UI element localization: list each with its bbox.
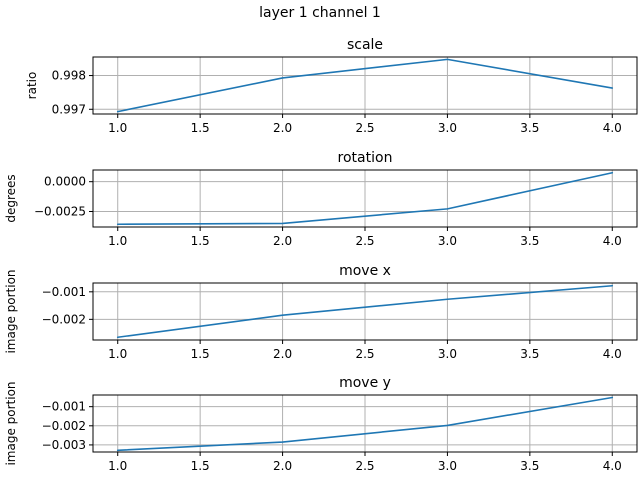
- rotation-y-tick-label-1: 0.0000: [44, 175, 86, 189]
- rotation-title: rotation: [338, 150, 393, 166]
- move-y-y-tick-label-2: −0.001: [42, 400, 86, 414]
- move-y-title: move y: [339, 375, 391, 391]
- rotation-x-tick-label-1: 1.5: [191, 234, 210, 248]
- move-y-x-tick-label-2: 2.0: [273, 459, 292, 473]
- rotation-y-tick-label-0: −0.0025: [34, 204, 86, 218]
- move-y-x-tick-label-0: 1.0: [108, 459, 127, 473]
- figure-suptitle: layer 1 channel 1: [259, 5, 381, 21]
- move-y-x-tick-label-3: 2.5: [355, 459, 374, 473]
- subplot-scale: 1.0 1.5 2.0 2.5 3.0 3.5 4.0 0.997 0.998 scale rati…: [25, 37, 638, 135]
- scale-title: scale: [347, 37, 383, 53]
- move-x-y-tick-label-1: −0.001: [42, 285, 86, 299]
- move-x-x-tick-label-5: 3.5: [520, 347, 539, 361]
- move-y-series-line: [116, 396, 614, 452]
- move-x-y-tick-label-0: −0.002: [42, 312, 86, 326]
- move-y-x-tick-label-1: 1.5: [191, 459, 210, 473]
- scale-x-tick-label-3: 2.5: [355, 121, 374, 135]
- move-x-x-tick-label-0: 1.0: [108, 347, 127, 361]
- subplot-move-y: 1.0 1.5 2.0 2.5 3.0 3.5 4.0 −0.003 −0.002 −0.001 m…: [4, 375, 638, 473]
- rotation-y-axis-label: degrees: [4, 174, 18, 222]
- move-x-series-line: [116, 284, 614, 339]
- rotation-x-tick-label-3: 2.5: [355, 234, 374, 248]
- rotation-x-tick-label-2: 2.0: [273, 234, 292, 248]
- move-x-title: move x: [339, 263, 391, 279]
- rotation-x-tick-label-0: 1.0: [108, 234, 127, 248]
- scale-x-tick-label-4: 3.0: [438, 121, 457, 135]
- rotation-series-line: [116, 171, 614, 226]
- subplot-rotation: 1.0 1.5 2.0 2.5 3.0 3.5 4.0 −0.0025 0.0000 rotati…: [4, 150, 638, 248]
- move-x-x-tick-label-3: 2.5: [355, 347, 374, 361]
- move-y-x-tick-label-4: 3.0: [438, 459, 457, 473]
- move-x-x-tick-label-2: 2.0: [273, 347, 292, 361]
- scale-x-tick-label-0: 1.0: [108, 121, 127, 135]
- move-x-y-axis-label: image portion: [4, 269, 18, 353]
- move-y-y-axis-label: image portion: [4, 381, 18, 465]
- rotation-x-tick-label-6: 4.0: [603, 234, 622, 248]
- scale-y-tick-label-1: 0.998: [52, 69, 86, 83]
- scale-x-tick-label-6: 4.0: [603, 121, 622, 135]
- scale-series-line: [116, 58, 614, 113]
- move-y-x-tick-label-5: 3.5: [520, 459, 539, 473]
- scale-x-tick-label-5: 3.5: [520, 121, 539, 135]
- scale-y-axis-label: ratio: [25, 72, 39, 100]
- move-y-x-tick-label-6: 4.0: [603, 459, 622, 473]
- move-x-x-tick-label-4: 3.0: [438, 347, 457, 361]
- rotation-x-tick-label-4: 3.0: [438, 234, 457, 248]
- subplot-move-x: 1.0 1.5 2.0 2.5 3.0 3.5 4.0 −0.002 −0.001 move x i…: [4, 263, 638, 361]
- scale-x-tick-label-1: 1.5: [191, 121, 210, 135]
- move-y-y-tick-label-1: −0.002: [42, 419, 86, 433]
- move-y-y-tick-label-0: −0.003: [42, 438, 86, 452]
- move-x-x-tick-label-1: 1.5: [191, 347, 210, 361]
- rotation-x-tick-label-5: 3.5: [520, 234, 539, 248]
- move-x-x-tick-label-6: 4.0: [603, 347, 622, 361]
- scale-x-tick-label-2: 2.0: [273, 121, 292, 135]
- scale-y-tick-label-0: 0.997: [52, 102, 86, 116]
